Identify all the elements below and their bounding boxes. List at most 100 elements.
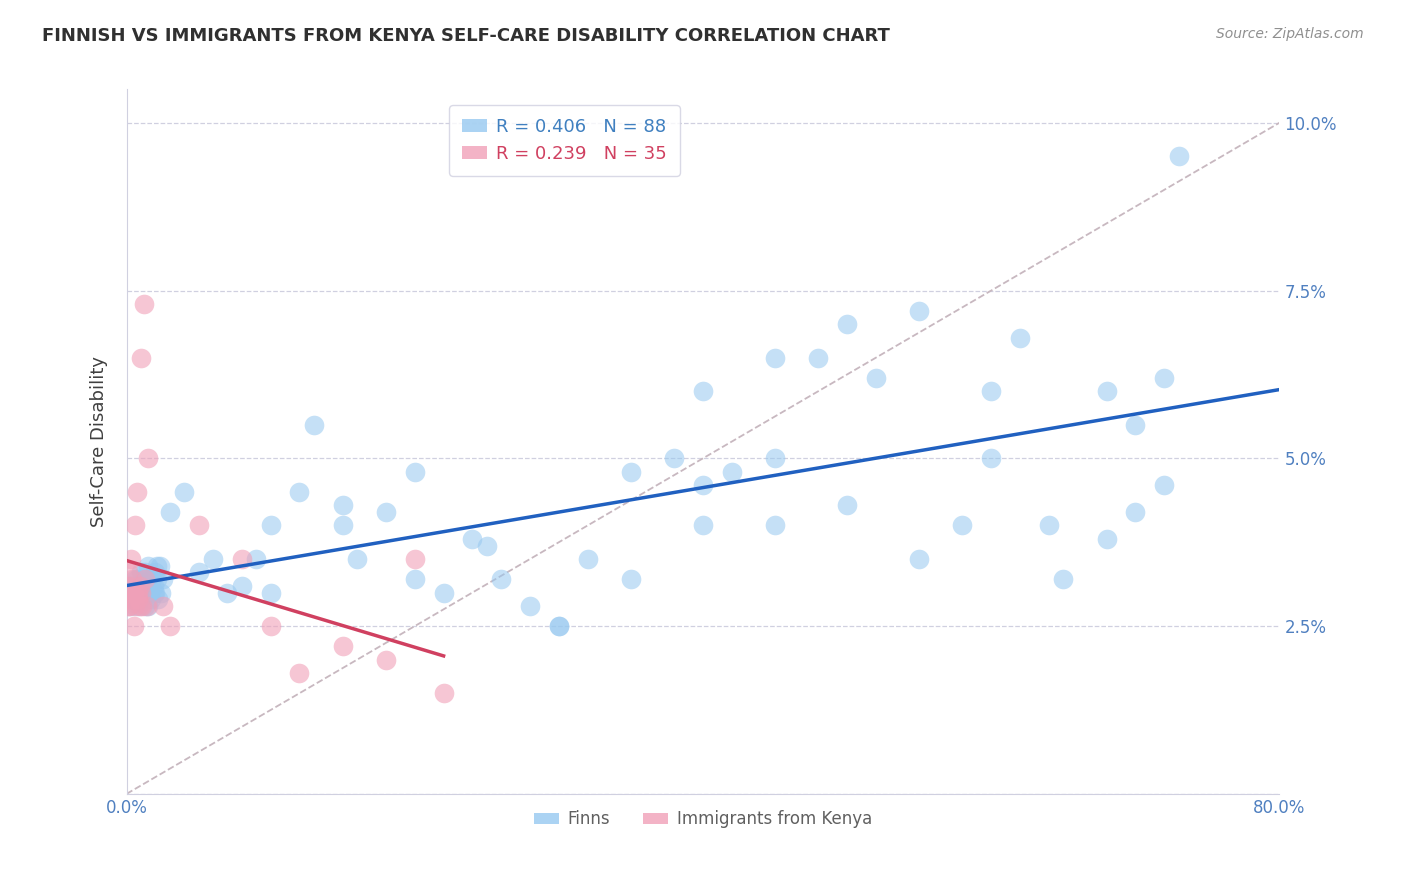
Point xyxy=(120,552,142,566)
Point xyxy=(121,579,143,593)
Point xyxy=(132,297,155,311)
Point xyxy=(548,619,571,633)
Point xyxy=(138,585,160,599)
Point xyxy=(288,666,311,681)
Point xyxy=(128,599,150,613)
Point xyxy=(122,619,145,633)
Point xyxy=(131,599,153,613)
Point xyxy=(763,451,786,466)
Y-axis label: Self-Care Disability: Self-Care Disability xyxy=(90,356,108,527)
Point xyxy=(125,585,148,599)
Point xyxy=(125,572,148,586)
Point xyxy=(1038,518,1060,533)
Point xyxy=(475,539,498,553)
Text: FINNISH VS IMMIGRANTS FROM KENYA SELF-CARE DISABILITY CORRELATION CHART: FINNISH VS IMMIGRANTS FROM KENYA SELF-CA… xyxy=(42,27,890,45)
Point xyxy=(865,371,887,385)
Point xyxy=(548,619,571,633)
Point xyxy=(404,552,426,566)
Point xyxy=(152,599,174,613)
Point xyxy=(131,585,153,599)
Point xyxy=(128,592,150,607)
Point xyxy=(259,518,281,533)
Point xyxy=(124,518,146,533)
Point xyxy=(1010,330,1032,344)
Point xyxy=(146,558,169,573)
Point xyxy=(259,619,281,633)
Point xyxy=(148,592,170,607)
Point xyxy=(129,351,152,365)
Point xyxy=(231,579,253,593)
Point xyxy=(404,572,426,586)
Text: Source: ZipAtlas.com: Source: ZipAtlas.com xyxy=(1216,27,1364,41)
Point xyxy=(1125,505,1147,519)
Point xyxy=(125,484,148,499)
Point xyxy=(141,572,163,586)
Point xyxy=(1095,384,1118,399)
Point xyxy=(124,599,146,613)
Point xyxy=(129,585,152,599)
Point xyxy=(576,552,599,566)
Point xyxy=(374,505,398,519)
Point xyxy=(461,532,484,546)
Point xyxy=(1167,149,1189,163)
Point xyxy=(134,566,156,580)
Point xyxy=(152,572,174,586)
Point xyxy=(519,599,541,613)
Point xyxy=(127,592,149,607)
Point xyxy=(117,566,139,580)
Point xyxy=(132,572,155,586)
Point xyxy=(763,518,786,533)
Point xyxy=(763,351,786,365)
Point xyxy=(122,585,145,599)
Point xyxy=(720,465,742,479)
Point xyxy=(120,592,142,607)
Point xyxy=(136,599,159,613)
Point xyxy=(1125,417,1147,432)
Point xyxy=(404,465,426,479)
Point xyxy=(127,599,149,613)
Point xyxy=(173,484,195,499)
Point xyxy=(145,585,166,599)
Point xyxy=(433,585,456,599)
Point xyxy=(142,585,165,599)
Point xyxy=(245,552,267,566)
Point xyxy=(139,572,162,586)
Point xyxy=(835,317,858,331)
Point xyxy=(1153,371,1175,385)
Point xyxy=(136,558,159,573)
Point xyxy=(127,585,149,599)
Point xyxy=(122,592,145,607)
Point xyxy=(150,585,173,599)
Point xyxy=(121,585,143,599)
Point xyxy=(620,572,643,586)
Point xyxy=(950,518,973,533)
Point xyxy=(131,579,153,593)
Point xyxy=(125,585,148,599)
Point xyxy=(980,451,1002,466)
Point xyxy=(433,686,456,700)
Point xyxy=(332,498,354,512)
Point xyxy=(692,478,714,492)
Point xyxy=(159,619,181,633)
Point xyxy=(139,592,162,607)
Point xyxy=(1052,572,1074,586)
Point xyxy=(835,498,858,512)
Point xyxy=(145,566,166,580)
Point xyxy=(187,566,209,580)
Point xyxy=(134,572,156,586)
Point xyxy=(491,572,513,586)
Point xyxy=(128,579,150,593)
Legend: Finns, Immigrants from Kenya: Finns, Immigrants from Kenya xyxy=(527,804,879,835)
Point xyxy=(980,384,1002,399)
Point xyxy=(807,351,830,365)
Point xyxy=(118,599,141,613)
Point xyxy=(146,572,169,586)
Point xyxy=(128,579,150,593)
Point xyxy=(664,451,686,466)
Point xyxy=(129,566,152,580)
Point xyxy=(202,552,225,566)
Point xyxy=(908,303,931,318)
Point xyxy=(346,552,368,566)
Point xyxy=(149,558,172,573)
Point xyxy=(288,484,311,499)
